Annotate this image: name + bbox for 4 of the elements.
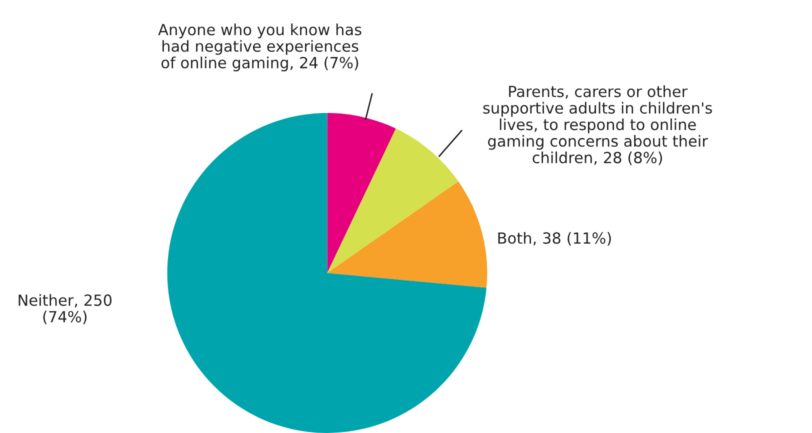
slice-label: Anyone who you know has had negative experiences of online gaming, 24 (7%) [158,24,362,72]
slice-label: Parents, carers or other supportive adults in children's lives, to respond to online gaming concerns about their children, 28 (8%) [483,85,712,166]
slice-label: Neither, 250 (74%) [18,294,112,324]
slice-label: Both, 38 (11%) [498,232,611,246]
